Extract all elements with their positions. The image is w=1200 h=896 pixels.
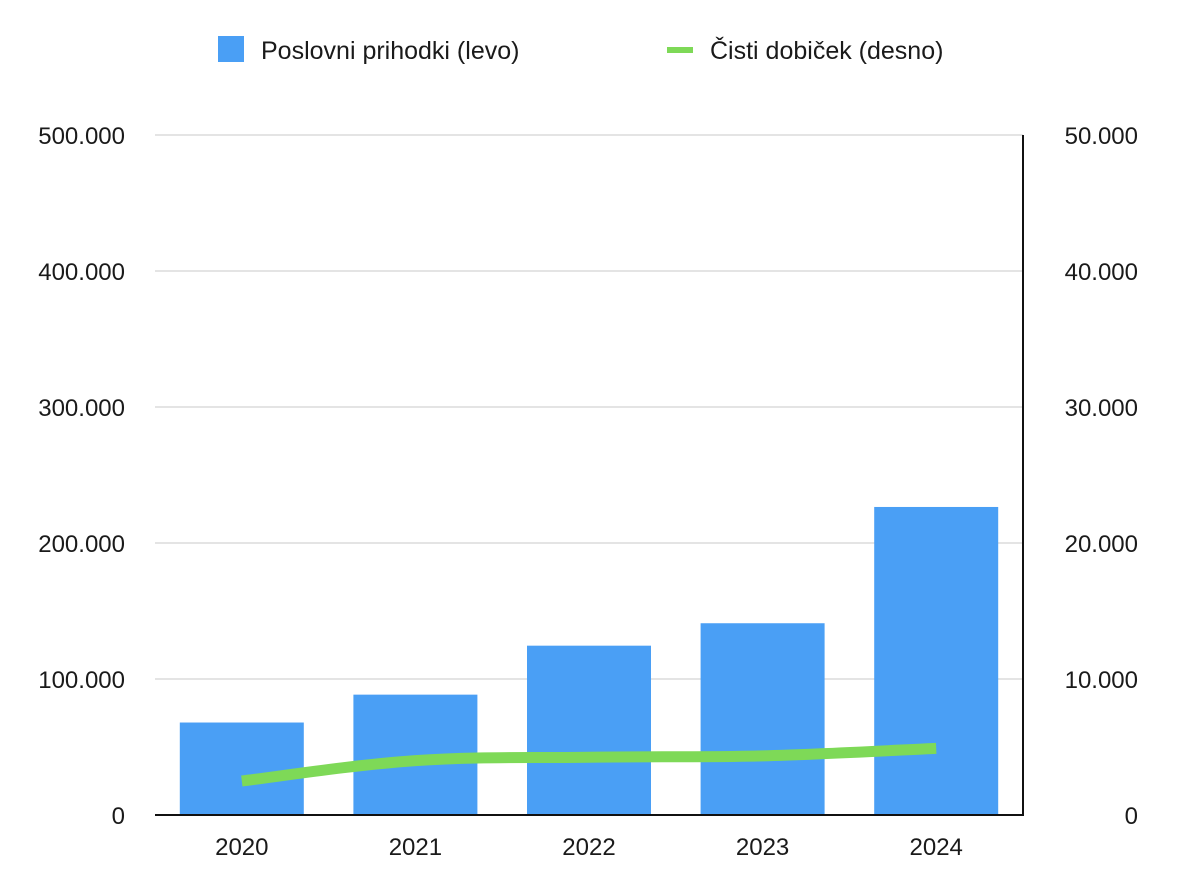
x-tick-label-2023: 2023	[736, 834, 789, 861]
y-left-tick-label: 400.000	[38, 259, 125, 286]
line-series	[241, 742, 937, 787]
x-tick-label-2021: 2021	[389, 834, 442, 861]
y-left-tick-label: 200.000	[38, 531, 125, 558]
bar-2022	[527, 645, 651, 815]
axes	[155, 135, 1024, 816]
y-right-tick-label: 10.000	[1065, 667, 1138, 694]
bar-2023	[700, 623, 825, 815]
legend-bar-swatch	[218, 36, 244, 62]
y-right-tick-label: 40.000	[1065, 259, 1138, 286]
tick-labels: 0 100.000 200.000 300.000 400.000 500.000 0 10.…	[38, 123, 1138, 861]
bar-series	[179, 506, 999, 815]
y-left-tick-label: 0	[112, 803, 125, 830]
y-left-tick-label: 500.000	[38, 123, 125, 150]
y-left-tick-label: 100.000	[38, 667, 125, 694]
legend: Poslovni prihodki (levo) Čisti dobiček (…	[218, 36, 943, 65]
x-tick-label-2020: 2020	[215, 834, 268, 861]
x-tick-label-2024: 2024	[910, 834, 963, 861]
legend-line-label: Čisti dobiček (desno)	[710, 36, 943, 65]
y-right-tick-label: 30.000	[1065, 395, 1138, 422]
bar-2024	[874, 506, 999, 815]
y-right-tick-label: 50.000	[1065, 123, 1138, 150]
y-right-tick-label: 0	[1125, 803, 1138, 830]
gridlines	[155, 134, 1023, 680]
y-left-tick-label: 300.000	[38, 395, 125, 422]
y-right-tick-label: 20.000	[1065, 531, 1138, 558]
x-tick-label-2022: 2022	[562, 834, 615, 861]
legend-bar-label: Poslovni prihodki (levo)	[261, 37, 519, 65]
bar-2020	[179, 722, 304, 815]
